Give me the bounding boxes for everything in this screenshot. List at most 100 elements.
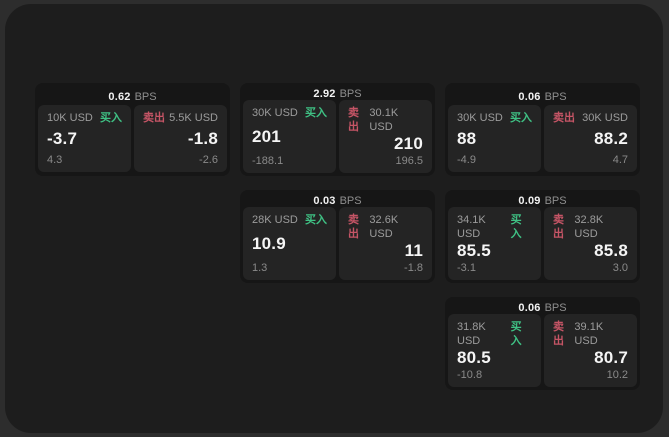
sell-sub-value: 196.5 (395, 155, 423, 167)
spread-bps-value: 0.06 (518, 90, 541, 103)
card-header: 0.62 BPS (38, 88, 227, 105)
card-body: 28K USD 买入 10.9 1.3 卖出 32.6K USD 11 -1.8 (243, 207, 432, 280)
spread-bps-value: 2.92 (313, 88, 336, 100)
card-header: 0.06 BPS (448, 302, 637, 314)
buy-panel[interactable]: 10K USD 买入 -3.7 4.3 (38, 105, 131, 172)
quote-card: 0.06 BPS 30K USD 买入 88 -4.9 卖出 30K USD 8… (445, 83, 640, 176)
sell-sub-value: 3.0 (612, 262, 628, 274)
sell-top-row: 卖出 39.1K USD (553, 320, 628, 348)
bps-unit-label: BPS (544, 195, 567, 207)
quote-card: 0.09 BPS 34.1K USD 买入 85.5 -3.1 卖出 32.8K… (445, 190, 640, 283)
buy-panel[interactable]: 28K USD 买入 10.9 1.3 (243, 207, 336, 280)
buy-panel[interactable]: 30K USD 买入 88 -4.9 (448, 105, 541, 172)
sell-notional: 5.5K USD (169, 112, 218, 124)
card-body: 34.1K USD 买入 85.5 -3.1 卖出 32.8K USD 85.8… (448, 207, 637, 280)
buy-top-row: 10K USD 买入 (47, 111, 122, 125)
spread-bps-value: 0.62 (108, 90, 131, 103)
buy-panel[interactable]: 30K USD 买入 201 -188.1 (243, 100, 336, 173)
buy-main-value: 80.5 (457, 348, 491, 367)
buy-side-label: 买入 (510, 321, 522, 347)
sell-notional: 32.6K USD (369, 214, 399, 240)
buy-notional: 34.1K USD (457, 214, 486, 240)
sell-panel[interactable]: 卖出 32.8K USD 85.8 3.0 (544, 207, 637, 280)
sell-notional: 30.1K USD (369, 107, 399, 133)
card-header: 2.92 BPS (243, 88, 432, 100)
card-body: 31.8K USD 买入 80.5 -10.8 卖出 39.1K USD 80.… (448, 314, 637, 387)
sell-main-value: 85.8 (594, 241, 628, 260)
buy-panel[interactable]: 34.1K USD 买入 85.5 -3.1 (448, 207, 541, 280)
bps-unit-label: BPS (339, 88, 362, 100)
sell-sub-value: 10.2 (606, 369, 628, 381)
buy-sub-value: 1.3 (252, 262, 268, 274)
buy-notional: 30K USD (252, 107, 298, 119)
sell-side-label: 卖出 (553, 321, 564, 347)
sell-panel[interactable]: 卖出 30.1K USD 210 196.5 (339, 100, 432, 173)
quote-card: 0.62 BPS 10K USD 买入 -3.7 4.3 卖出 5.5K USD… (35, 83, 230, 176)
buy-notional: 30K USD (457, 112, 503, 124)
sell-top-row: 卖出 32.8K USD (553, 213, 628, 241)
sell-top-row: 卖出 5.5K USD (143, 111, 218, 125)
sell-side-label: 卖出 (553, 112, 575, 124)
sell-main-value: 210 (394, 134, 423, 153)
buy-sub-value: -188.1 (252, 155, 284, 167)
buy-sub-value: -3.1 (457, 262, 476, 274)
sell-main-value: 88.2 (594, 129, 628, 148)
card-body: 30K USD 买入 88 -4.9 卖出 30K USD 88.2 4.7 (448, 105, 637, 172)
card-body: 10K USD 买入 -3.7 4.3 卖出 5.5K USD -1.8 -2.… (38, 105, 227, 172)
quote-card: 0.06 BPS 31.8K USD 买入 80.5 -10.8 卖出 39.1… (445, 297, 640, 390)
buy-side-label: 买入 (510, 214, 522, 240)
sell-sub-value: -2.6 (199, 154, 218, 166)
bps-unit-label: BPS (544, 90, 567, 103)
sell-notional: 30K USD (582, 112, 628, 124)
sell-side-label: 卖出 (553, 214, 564, 240)
buy-sub-value: -4.9 (457, 154, 476, 166)
sell-top-row: 卖出 30K USD (553, 111, 628, 125)
buy-notional: 28K USD (252, 214, 298, 226)
buy-main-value: 10.9 (252, 234, 286, 253)
sell-panel[interactable]: 卖出 32.6K USD 11 -1.8 (339, 207, 432, 280)
card-header: 0.09 BPS (448, 195, 637, 207)
sell-main-value: 80.7 (594, 348, 628, 367)
buy-main-value: 88 (457, 129, 477, 148)
sell-side-label: 卖出 (348, 214, 359, 240)
buy-main-value: 201 (252, 127, 281, 146)
card-body: 30K USD 买入 201 -188.1 卖出 30.1K USD 210 1… (243, 100, 432, 173)
bps-unit-label: BPS (134, 90, 157, 103)
buy-notional: 31.8K USD (457, 321, 486, 347)
sell-top-row: 卖出 32.6K USD (348, 213, 423, 241)
sell-main-value: -1.8 (187, 129, 218, 148)
buy-side-label: 买入 (510, 112, 532, 124)
sell-sub-value: -1.8 (404, 262, 423, 274)
sell-sub-value: 4.7 (612, 154, 628, 166)
buy-top-row: 30K USD 买入 (457, 111, 532, 125)
buy-notional: 10K USD (47, 112, 93, 124)
bps-unit-label: BPS (544, 302, 567, 314)
card-header: 0.06 BPS (448, 88, 637, 105)
buy-top-row: 30K USD 买入 (252, 106, 327, 120)
sell-panel[interactable]: 卖出 5.5K USD -1.8 -2.6 (134, 105, 227, 172)
buy-panel[interactable]: 31.8K USD 买入 80.5 -10.8 (448, 314, 541, 387)
buy-top-row: 34.1K USD 买入 (457, 213, 532, 241)
quote-card: 2.92 BPS 30K USD 买入 201 -188.1 卖出 30.1K … (240, 83, 435, 176)
buy-top-row: 31.8K USD 买入 (457, 320, 532, 348)
sell-panel[interactable]: 卖出 30K USD 88.2 4.7 (544, 105, 637, 172)
card-header: 0.03 BPS (243, 195, 432, 207)
quote-card: 0.03 BPS 28K USD 买入 10.9 1.3 卖出 32.6K US… (240, 190, 435, 283)
sell-side-label: 卖出 (143, 112, 165, 124)
buy-sub-value: -10.8 (457, 369, 483, 381)
spread-bps-value: 0.06 (518, 302, 541, 314)
sell-main-value: 11 (404, 241, 423, 260)
sell-side-label: 卖出 (348, 107, 359, 133)
spread-bps-value: 0.09 (518, 195, 541, 207)
buy-side-label: 买入 (100, 112, 122, 124)
buy-side-label: 买入 (305, 214, 327, 226)
buy-main-value: -3.7 (47, 129, 78, 148)
spread-bps-value: 0.03 (313, 195, 336, 207)
buy-main-value: 85.5 (457, 241, 491, 260)
buy-side-label: 买入 (305, 107, 327, 119)
buy-top-row: 28K USD 买入 (252, 213, 327, 227)
sell-notional: 39.1K USD (574, 321, 604, 347)
bps-unit-label: BPS (339, 195, 362, 207)
sell-notional: 32.8K USD (574, 214, 604, 240)
sell-panel[interactable]: 卖出 39.1K USD 80.7 10.2 (544, 314, 637, 387)
